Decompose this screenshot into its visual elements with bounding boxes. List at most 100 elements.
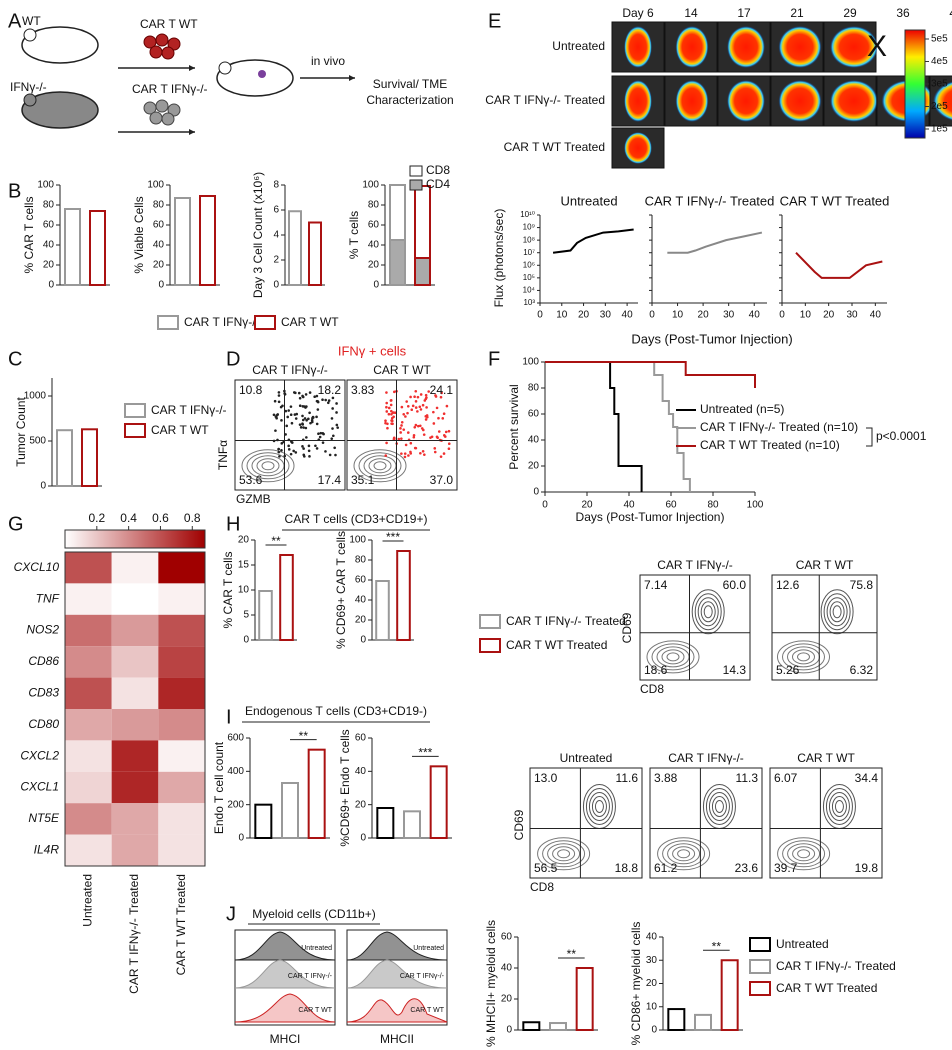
panel-letter: I	[226, 706, 232, 728]
axis-label: MHCII	[380, 1032, 414, 1046]
contour	[261, 461, 275, 471]
event	[416, 410, 419, 413]
contour	[700, 601, 716, 623]
event	[414, 389, 418, 393]
y-axis-label: %CD69+ Endo T cells	[338, 729, 352, 846]
event	[422, 428, 425, 432]
y-tick-label: 2	[273, 255, 279, 266]
legend-swatch	[749, 981, 771, 996]
plot-title: CAR T IFNγ-/-	[668, 751, 744, 765]
contour	[591, 796, 607, 817]
x-tick-label: 40	[623, 500, 635, 511]
label: in vivo	[311, 54, 345, 68]
event	[307, 449, 311, 453]
legend-swatch	[124, 423, 146, 438]
survival-line	[545, 361, 643, 492]
panel-subtitle: Endogenous T cells (CD3+CD19-)	[245, 704, 427, 718]
event	[433, 447, 437, 450]
event	[400, 424, 403, 427]
p-value: p<0.0001	[876, 429, 927, 443]
y-tick-label: 60	[43, 220, 55, 231]
colorbar-label: 0.2	[88, 511, 105, 525]
x-tick-label: 20	[698, 310, 710, 321]
y-tick-label: 40	[355, 595, 367, 606]
image-tile	[718, 128, 770, 168]
heat-cell	[65, 677, 112, 709]
contour	[714, 800, 724, 813]
contour	[797, 652, 810, 662]
heat-cell	[158, 803, 205, 835]
heat-cell	[111, 552, 159, 584]
event	[315, 394, 319, 398]
heat-cell	[111, 709, 159, 741]
event	[403, 455, 407, 459]
event	[274, 415, 278, 418]
event	[310, 418, 314, 422]
event	[435, 406, 439, 410]
y-tick-label: 5	[243, 610, 249, 621]
heat-cell	[65, 803, 112, 835]
signal	[624, 80, 652, 122]
event	[321, 398, 324, 402]
y-tick-label: 20	[368, 260, 380, 271]
contour	[782, 643, 825, 671]
quadrant-value: 60.0	[723, 578, 747, 592]
event	[407, 454, 410, 457]
heat-cell	[65, 583, 112, 615]
event	[416, 395, 420, 399]
y-tick-label: 20	[153, 260, 165, 271]
event	[292, 449, 295, 453]
signal	[778, 80, 822, 122]
y-tick-label: 100	[362, 180, 379, 191]
legend-label: CAR T WT Treated	[506, 638, 607, 652]
bar	[720, 959, 739, 1031]
y-axis-label: % CAR T cells	[221, 552, 235, 629]
image-tile	[930, 128, 952, 168]
row-label: CAR T IFNγ-/- Treated	[485, 93, 605, 107]
day-label: 17	[737, 6, 751, 20]
y-tick-label: 20	[646, 978, 658, 989]
event	[330, 417, 334, 420]
colorbar	[64, 529, 206, 549]
quadrant-value: 13.0	[534, 771, 558, 785]
contour	[797, 849, 811, 859]
flow-frame	[639, 574, 751, 681]
day-label: Day 6	[622, 6, 654, 20]
day-label: 43	[949, 6, 952, 20]
signal	[830, 80, 878, 122]
x-tick-label: 20	[581, 500, 593, 511]
legend-label: CAR T IFNγ-/-	[184, 315, 260, 329]
heat-cell	[65, 709, 112, 741]
row-label: Untreated	[552, 39, 605, 53]
event	[305, 419, 308, 422]
event	[387, 412, 391, 416]
event	[390, 422, 393, 425]
event	[439, 455, 443, 458]
x-tick-label: 100	[747, 500, 764, 511]
event	[409, 450, 412, 454]
event	[434, 395, 438, 398]
plot-title: CAR T IFNγ-/-	[252, 363, 328, 377]
contour	[651, 643, 695, 671]
event	[289, 405, 293, 408]
y-tick-label: 10³	[523, 298, 535, 307]
row-label: NT5E	[28, 811, 60, 825]
event	[277, 391, 281, 394]
signal	[933, 81, 952, 121]
event	[286, 415, 290, 419]
bar	[254, 803, 273, 840]
y-tick-label: 200	[227, 799, 244, 810]
bar	[64, 208, 81, 286]
legend-label: CAR T IFNγ-/- Treated	[506, 614, 626, 628]
y-tick-label: 0	[651, 1025, 657, 1036]
event	[389, 399, 393, 402]
contour	[588, 792, 610, 821]
y-axis-label: Endo T cell count	[212, 741, 226, 834]
y-tick-label: 80	[528, 383, 540, 394]
sig-bracket	[866, 427, 873, 447]
x-tick-label: 30	[846, 310, 858, 321]
heat-cell	[65, 834, 112, 866]
significance: **	[299, 729, 309, 743]
event	[424, 393, 428, 397]
contour	[787, 843, 821, 865]
